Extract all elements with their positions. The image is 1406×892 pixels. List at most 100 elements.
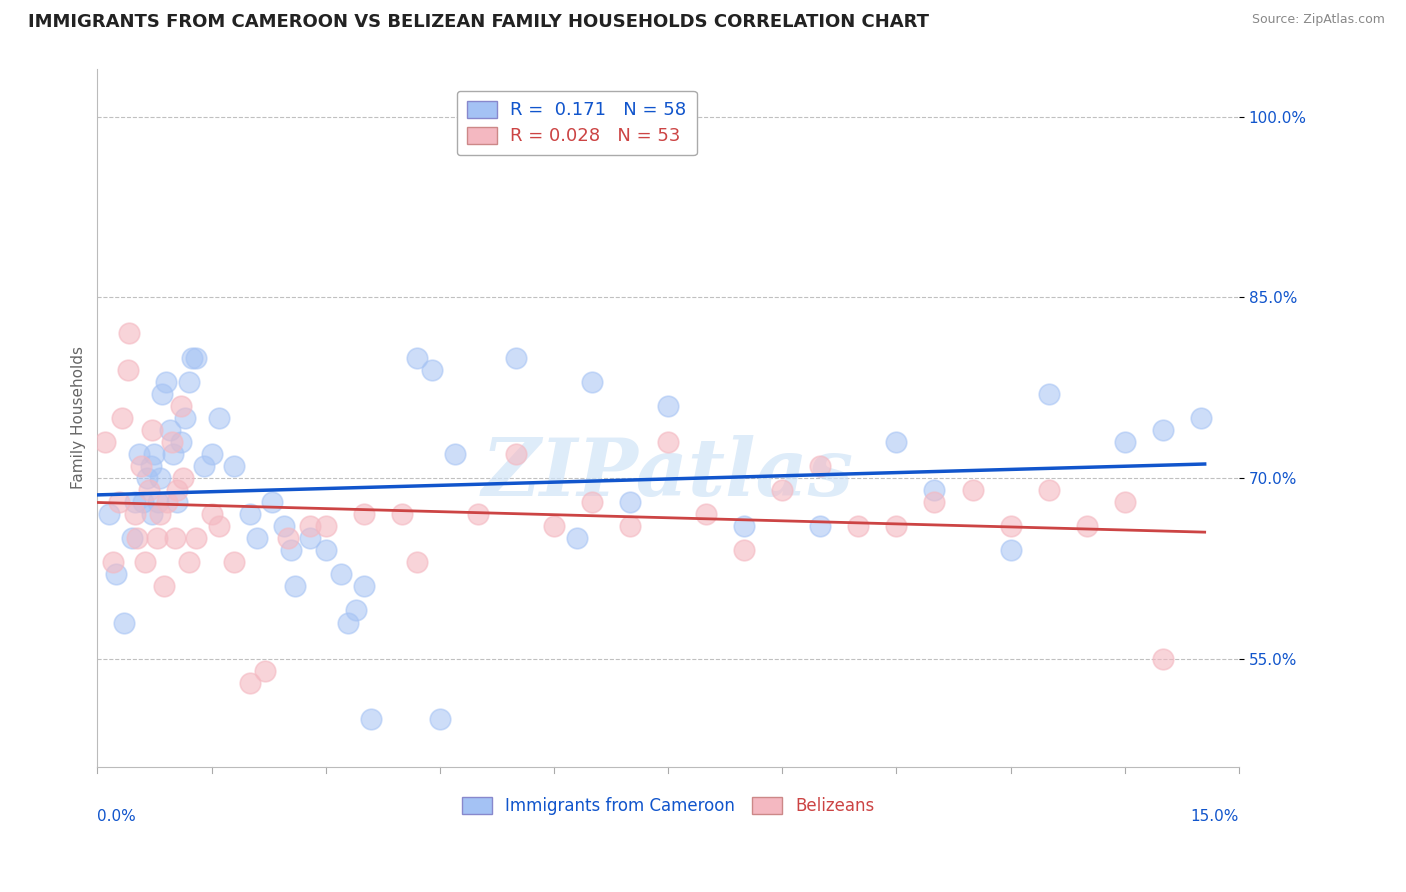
Point — [135, 471, 157, 485]
Point — [360, 712, 382, 726]
Point — [149, 471, 172, 485]
Point — [208, 519, 231, 533]
Point — [186, 531, 208, 545]
Point — [128, 447, 150, 461]
Point — [131, 458, 153, 473]
Point — [200, 447, 222, 461]
Point — [619, 519, 641, 533]
Point — [619, 495, 641, 509]
Point — [166, 495, 188, 509]
Point — [808, 519, 831, 533]
Point — [315, 543, 337, 558]
Point — [193, 458, 215, 473]
Point — [160, 434, 183, 449]
Point — [124, 507, 146, 521]
Point — [148, 495, 170, 509]
Point — [848, 519, 870, 533]
Point — [337, 615, 360, 630]
Point — [138, 483, 160, 497]
Point — [924, 495, 946, 509]
Point — [170, 434, 193, 449]
Point — [808, 458, 831, 473]
Point — [200, 507, 222, 521]
Point — [156, 495, 179, 509]
Point — [280, 543, 302, 558]
Point — [505, 447, 527, 461]
Point — [657, 399, 679, 413]
Point — [181, 351, 204, 365]
Point — [238, 507, 260, 521]
Point — [299, 531, 322, 545]
Point — [299, 519, 322, 533]
Point — [107, 495, 129, 509]
Point — [1000, 519, 1022, 533]
Point — [886, 519, 908, 533]
Text: 15.0%: 15.0% — [1191, 809, 1239, 824]
Point — [97, 507, 120, 521]
Point — [139, 458, 162, 473]
Point — [391, 507, 413, 521]
Point — [163, 531, 186, 545]
Legend: Immigrants from Cameroon, Belizeans: Immigrants from Cameroon, Belizeans — [456, 790, 882, 822]
Point — [170, 399, 193, 413]
Point — [467, 507, 489, 521]
Point — [1114, 495, 1136, 509]
Point — [159, 423, 181, 437]
Point — [886, 434, 908, 449]
Point — [125, 531, 148, 545]
Point — [733, 519, 755, 533]
Point — [238, 675, 260, 690]
Text: IMMIGRANTS FROM CAMEROON VS BELIZEAN FAMILY HOUSEHOLDS CORRELATION CHART: IMMIGRANTS FROM CAMEROON VS BELIZEAN FAM… — [28, 13, 929, 31]
Point — [155, 375, 177, 389]
Point — [117, 362, 139, 376]
Point — [224, 458, 246, 473]
Point — [344, 603, 367, 617]
Point — [315, 519, 337, 533]
Point — [695, 507, 717, 521]
Point — [132, 495, 155, 509]
Point — [505, 351, 527, 365]
Point — [153, 579, 176, 593]
Point — [150, 386, 173, 401]
Point — [420, 362, 443, 376]
Point — [166, 483, 188, 497]
Point — [94, 434, 117, 449]
Point — [1000, 543, 1022, 558]
Point — [1038, 483, 1060, 497]
Point — [112, 615, 135, 630]
Point — [1152, 651, 1174, 665]
Point — [1076, 519, 1098, 533]
Point — [145, 531, 167, 545]
Point — [101, 555, 124, 569]
Point — [134, 555, 156, 569]
Point — [162, 447, 184, 461]
Point — [177, 375, 200, 389]
Point — [143, 447, 166, 461]
Point — [273, 519, 295, 533]
Point — [124, 495, 146, 509]
Point — [284, 579, 307, 593]
Point — [208, 410, 231, 425]
Point — [111, 410, 134, 425]
Point — [565, 531, 588, 545]
Point — [262, 495, 284, 509]
Point — [1152, 423, 1174, 437]
Point — [141, 423, 163, 437]
Point — [177, 555, 200, 569]
Point — [962, 483, 984, 497]
Point — [186, 351, 208, 365]
Point — [581, 495, 603, 509]
Point — [353, 507, 375, 521]
Point — [105, 567, 128, 582]
Point — [172, 471, 194, 485]
Point — [543, 519, 565, 533]
Text: Source: ZipAtlas.com: Source: ZipAtlas.com — [1251, 13, 1385, 27]
Point — [353, 579, 375, 593]
Point — [1114, 434, 1136, 449]
Text: ZIPatlas: ZIPatlas — [482, 435, 855, 512]
Point — [246, 531, 269, 545]
Point — [733, 543, 755, 558]
Point — [253, 664, 276, 678]
Point — [406, 555, 429, 569]
Point — [121, 531, 143, 545]
